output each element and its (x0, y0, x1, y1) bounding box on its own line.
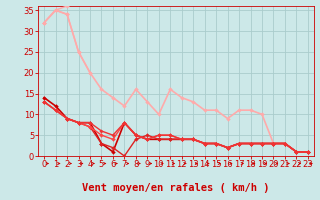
X-axis label: Vent moyen/en rafales ( km/h ): Vent moyen/en rafales ( km/h ) (82, 183, 270, 193)
